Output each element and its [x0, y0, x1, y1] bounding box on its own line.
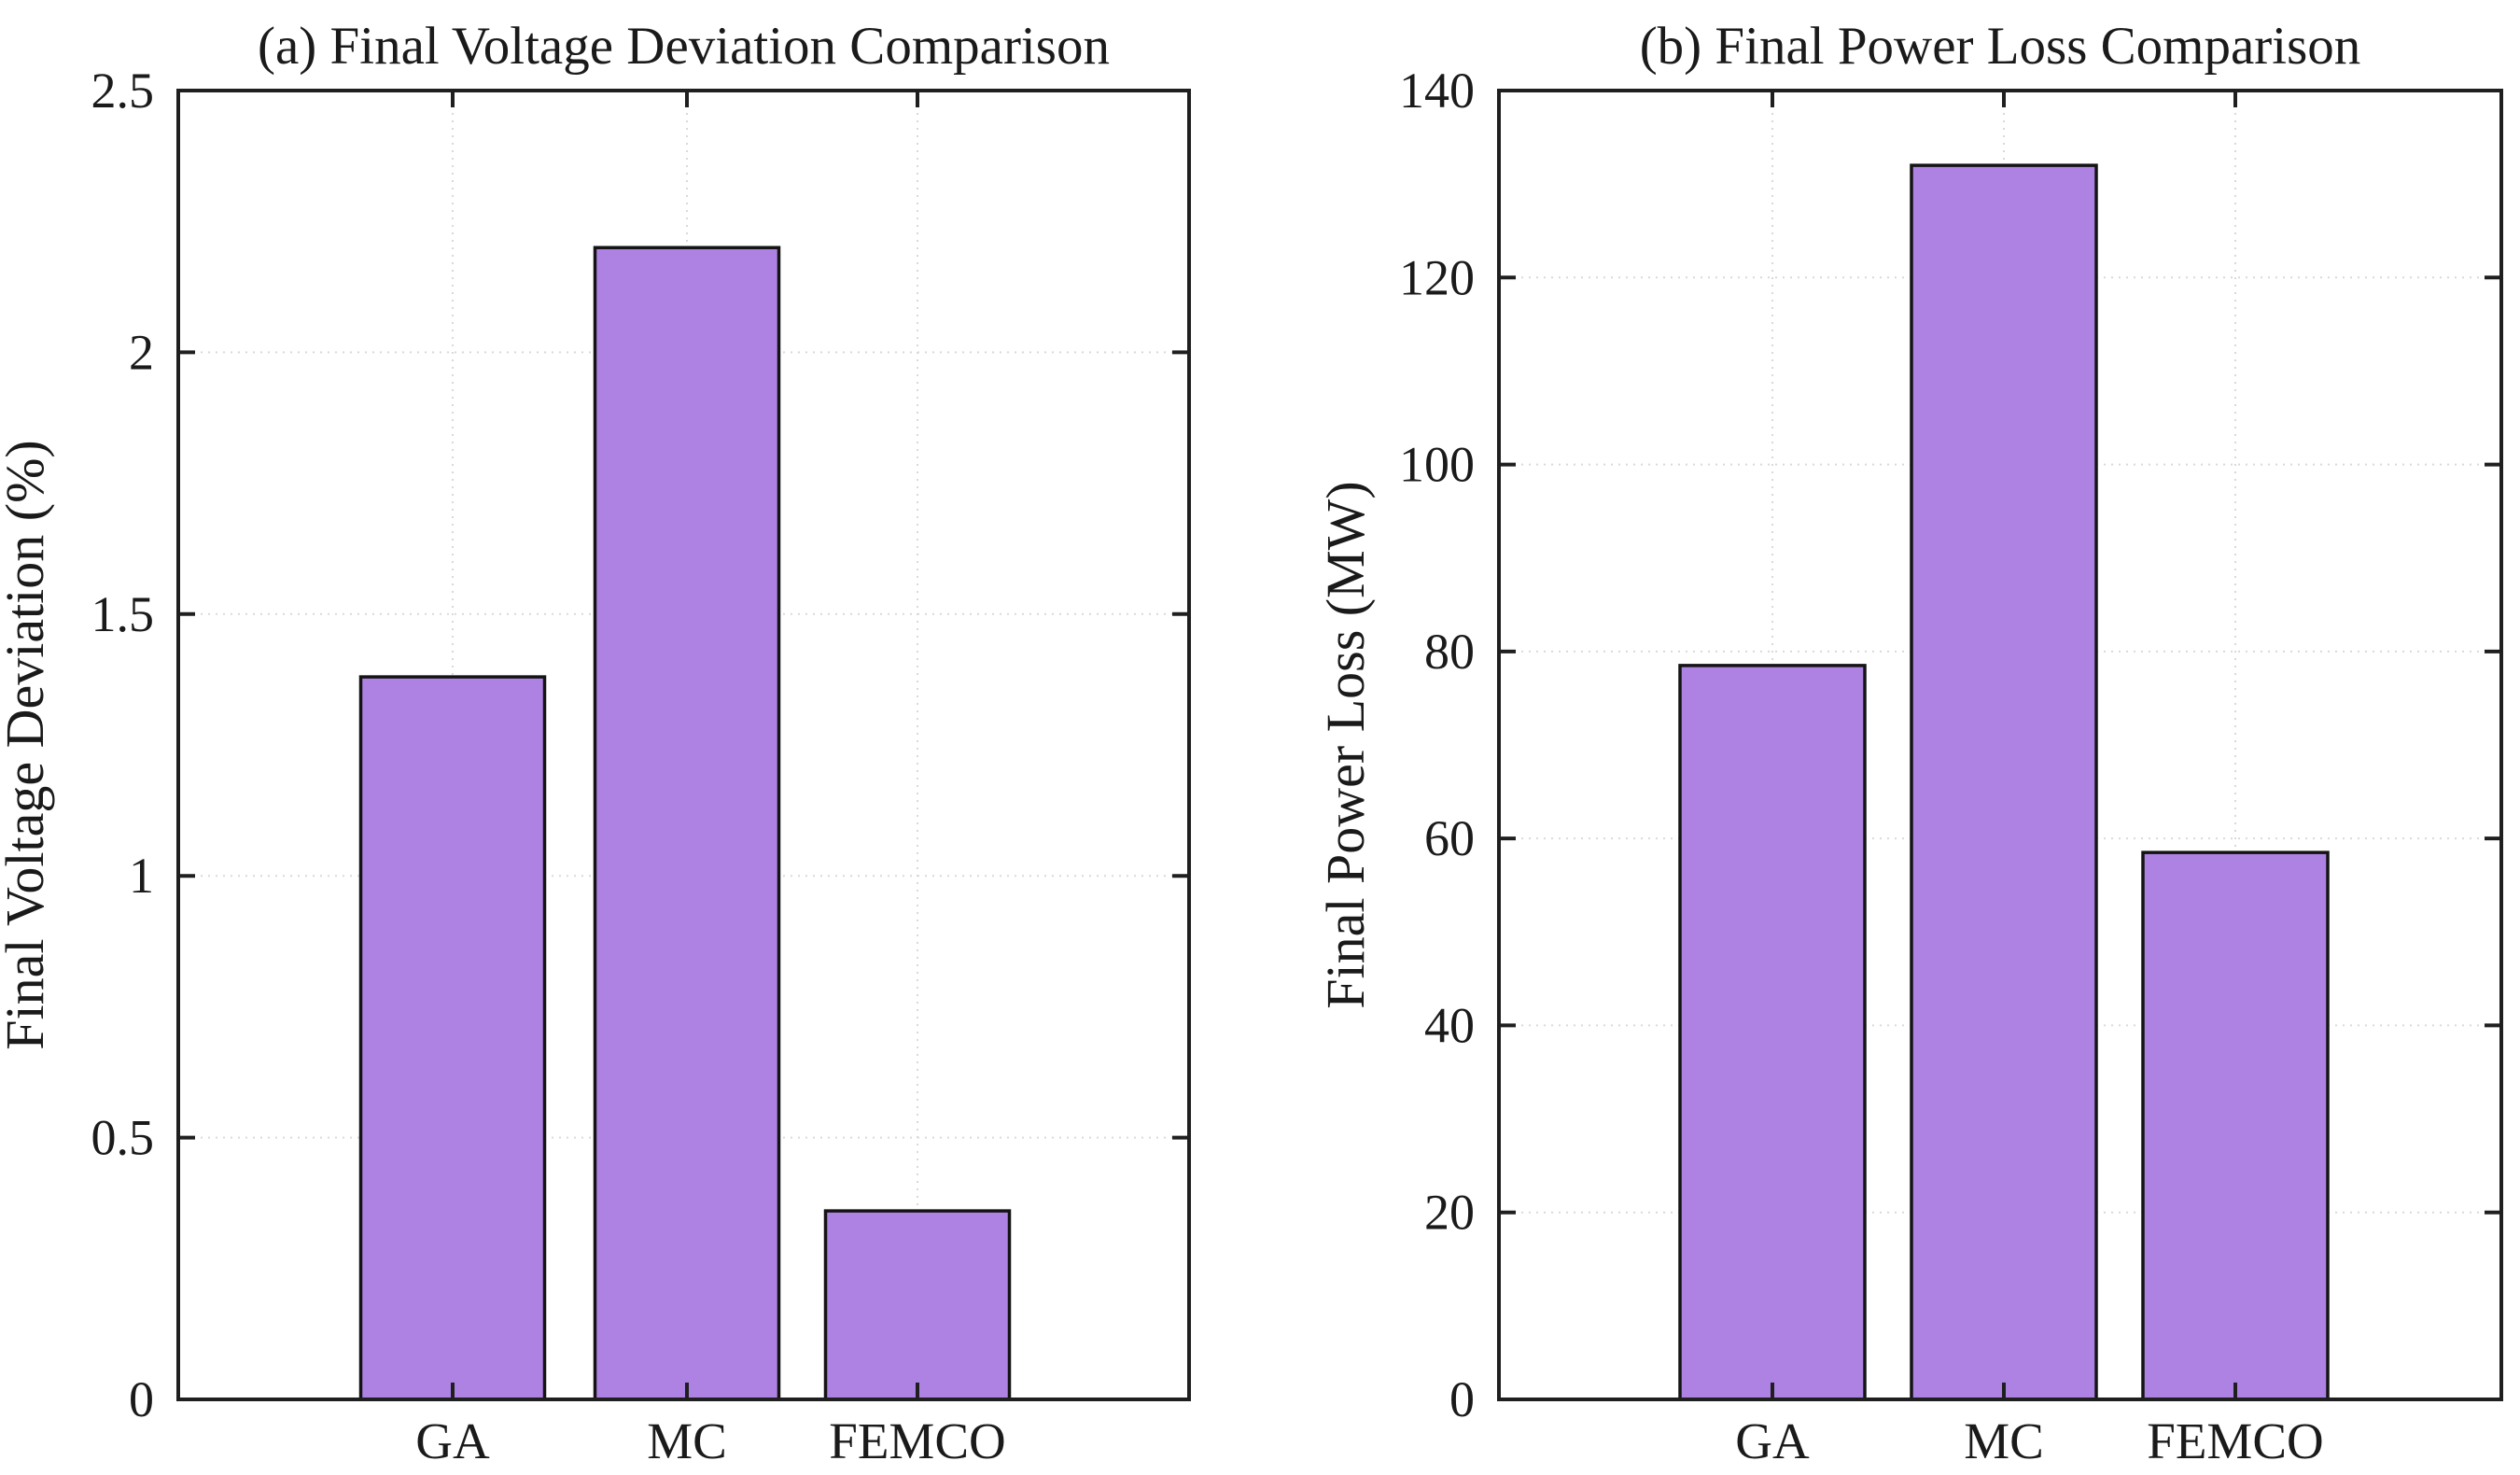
y-tick-label-1.5: 1.5	[91, 586, 155, 642]
chart-a-y-axis-label: Final Voltage Deviation (%)	[0, 440, 55, 1049]
axes-box	[1497, 89, 2503, 1401]
y-tick-label-0: 0	[129, 1371, 154, 1427]
x-tick-label-GA: GA	[415, 1412, 490, 1469]
y-tick-label-40: 40	[1424, 997, 1475, 1053]
chart-a-title: (a) Final Voltage Deviation Comparison	[258, 17, 1110, 76]
x-tick-label-MC: MC	[1964, 1412, 2044, 1469]
y-tick-label-1: 1	[129, 848, 154, 904]
y-tick-label-20: 20	[1424, 1185, 1475, 1241]
bar-FEMCO	[823, 1209, 1012, 1401]
chart-b-plot-area: 0 20 40 60 80 100 120 140 GA MC FEMCO	[1399, 63, 2503, 1469]
bar-MC	[1910, 163, 2098, 1401]
bar-MC	[593, 246, 781, 1401]
y-tick-label-2: 2	[129, 324, 154, 380]
x-tick-label-FEMCO: FEMCO	[2147, 1412, 2324, 1469]
y-tick-label-120: 120	[1399, 249, 1475, 305]
axes-box	[176, 89, 1191, 1401]
bar-GA	[1678, 664, 1867, 1401]
chart-panel-b: 0 20 40 60 80 100 120 140 GA MC FEMCO (b) Final Po…	[1315, 17, 2503, 1469]
x-tick-label-MC: MC	[647, 1412, 727, 1469]
y-tick-label-2.5: 2.5	[91, 63, 155, 119]
y-tick-label-0.5: 0.5	[91, 1110, 155, 1166]
y-tick-label-140: 140	[1399, 63, 1475, 119]
y-tick-label-100: 100	[1399, 437, 1475, 493]
x-tick-label-FEMCO: FEMCO	[829, 1412, 1006, 1469]
chart-panel-a: 0 0.5 1 1.5 2 2.5 GA MC FEMCO (a) Final Voltage …	[0, 17, 1191, 1469]
y-tick-label-80: 80	[1424, 624, 1475, 680]
chart-a-plot-area: 0 0.5 1 1.5 2 2.5 GA MC FEMCO	[91, 63, 1191, 1469]
bar-FEMCO	[2141, 850, 2330, 1401]
x-tick-label-GA: GA	[1735, 1412, 1810, 1469]
bar-GA	[358, 675, 547, 1401]
y-tick-label-60: 60	[1424, 810, 1475, 866]
y-tick-label-0: 0	[1449, 1371, 1475, 1427]
chart-b-title: (b) Final Power Loss Comparison	[1640, 17, 2361, 76]
chart-b-y-axis-label: Final Power Loss (MW)	[1315, 481, 1376, 1008]
